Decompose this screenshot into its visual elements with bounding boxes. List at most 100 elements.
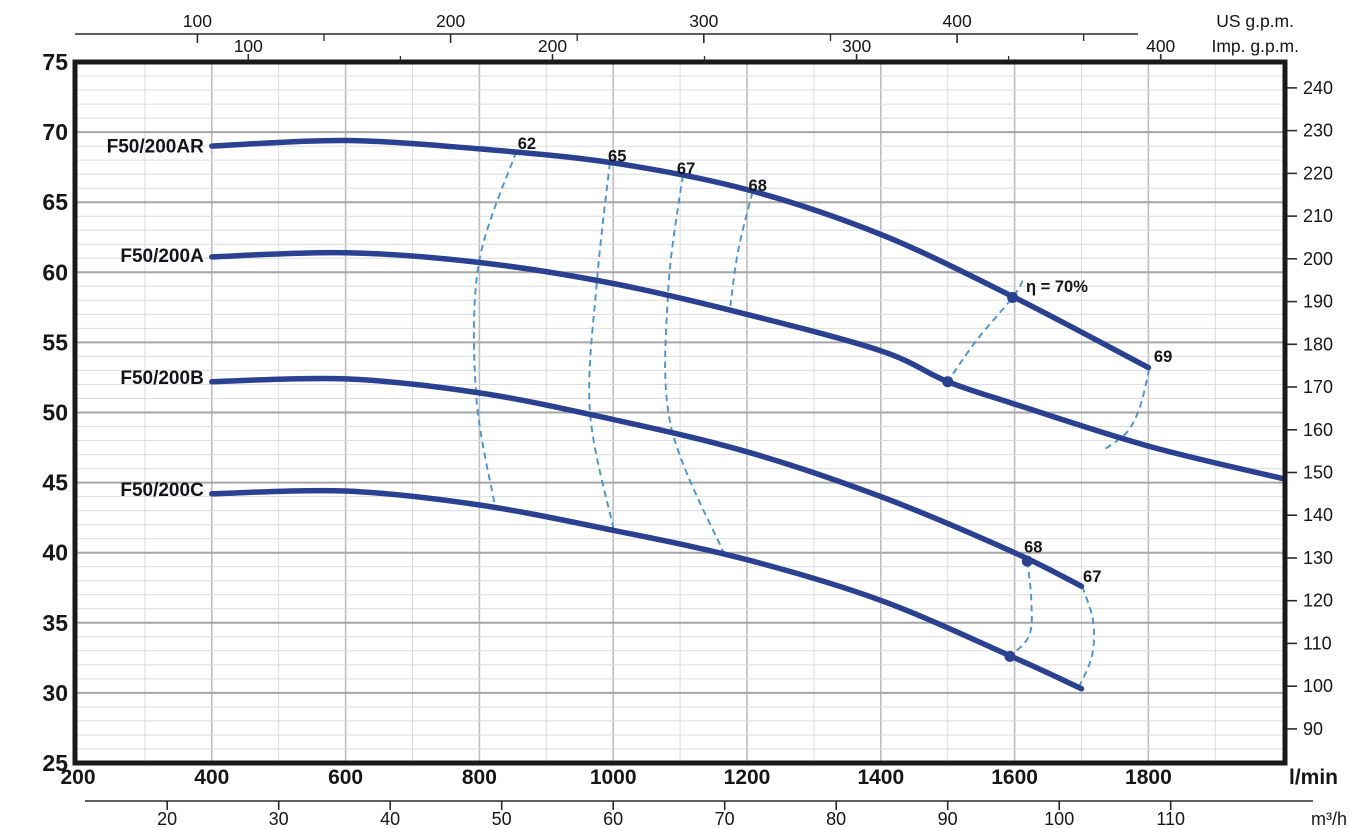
m3h-axis-title: m³/h [1311,809,1347,828]
lmin-tick-label: 1400 [857,766,904,789]
lmin-tick-label: 400 [194,766,229,789]
efficiency-value-labels: 62 65 67 68 η = 70% 69 68 67 [518,135,1173,586]
m3h-tick-label: 70 [715,809,735,828]
lmin-tick-label: 1000 [590,766,637,789]
efficiency-label-5: η = 70% [1026,278,1088,296]
head-m-tick-label: 45 [42,470,68,496]
flow-axis-lmin: 200 400 600 800 1000 1200 1400 1600 1800 l/min [60,766,1338,789]
head-m-tick-label: 75 [42,49,68,75]
lmin-tick-label: 1600 [991,766,1038,789]
efficiency-label-7: 68 [1024,539,1042,557]
plot-frame [72,59,1288,766]
head-ft-tick-label: 200 [1303,249,1333,269]
efficiency-line-6 [1102,368,1151,452]
efficiency-point-marker [1007,292,1019,303]
impgpm-tick-label: 400 [1146,36,1175,56]
head-m-tick-label: 40 [42,540,68,566]
curve-label-f50-200a: F50/200A [120,246,204,267]
flow-axis-usgpm: 100 200 300 400 US g.p.m. [75,11,1294,43]
m3h-tick-label: 110 [1156,809,1185,828]
efficiency-line-1 [472,151,518,506]
head-axis-ft: 240 230 220 210 200 190 180 170 160 150 140 130 120 1… [1287,78,1333,739]
m3h-tick-label: 30 [269,809,289,828]
head-m-tick-label: 50 [42,400,68,426]
curve-f50-200b [209,375,1085,590]
head-ft-tick-label: 220 [1303,163,1333,183]
lmin-tick-label: 600 [328,766,363,789]
efficiency-line-7 [1009,560,1033,658]
flow-axis-m3h: 20 30 40 50 60 70 80 90 100 110 m³/h [85,800,1347,828]
curve-label-f50-200b: F50/200B [120,368,203,389]
efficiency-markers [942,292,1033,662]
efficiency-label-4: 68 [749,177,767,195]
head-ft-tick-label: 230 [1303,121,1333,141]
impgpm-tick-label: 100 [234,36,263,56]
efficiency-line-2 [588,162,615,528]
flow-axis-impgpm: 100 200 300 400 Imp. g.p.m. [234,36,1299,62]
m3h-tick-label: 40 [380,809,400,828]
efficiency-point-marker [1021,555,1033,567]
curve-label-f50-200c: F50/200C [120,480,204,501]
head-m-tick-label: 55 [42,329,68,355]
efficiency-label-6: 69 [1154,348,1172,366]
impgpm-axis-title: Imp. g.p.m. [1211,36,1299,56]
curve-f50-200c [209,487,1085,692]
impgpm-tick-label: 200 [538,36,567,56]
head-axis-m: 75 70 65 60 55 50 45 40 35 30 25 [42,49,68,776]
head-ft-tick-label: 210 [1303,206,1333,226]
usgpm-axis-title: US g.p.m. [1216,11,1294,31]
lmin-tick-label: 800 [462,766,497,789]
m3h-tick-label: 60 [603,809,623,828]
lmin-tick-label: 200 [60,766,95,789]
head-m-tick-label: 30 [42,680,68,706]
usgpm-tick-label: 300 [689,11,718,31]
efficiency-label-1: 62 [518,135,536,153]
head-ft-tick-label: 120 [1303,591,1333,611]
m3h-tick-label: 50 [492,809,512,828]
head-ft-tick-label: 170 [1303,377,1333,397]
efficiency-line-3 [664,175,726,555]
lmin-tick-label: 1200 [724,766,771,789]
impgpm-tick-label: 300 [842,36,871,56]
efficiency-line-5 [946,280,1024,383]
m3h-tick-label: 90 [938,809,958,828]
head-ft-tick-label: 90 [1303,719,1323,739]
head-ft-tick-label: 150 [1303,463,1333,483]
pump-curves [209,137,1285,692]
m3h-tick-label: 20 [157,809,177,828]
curve-f50-200ar [209,137,1152,371]
curve-f50-200a [209,249,1285,482]
head-ft-tick-label: 180 [1303,334,1333,354]
lmin-tick-label: 1800 [1125,766,1172,789]
head-ft-tick-label: 110 [1303,633,1332,653]
head-m-tick-label: 25 [42,750,68,776]
usgpm-tick-label: 400 [942,11,971,31]
m3h-tick-label: 100 [1044,809,1074,828]
efficiency-label-3: 67 [677,160,695,178]
efficiency-label-8: 67 [1083,568,1101,586]
head-ft-tick-label: 130 [1303,548,1333,568]
head-ft-tick-label: 240 [1303,78,1333,98]
efficiency-point-marker [942,376,954,388]
gridlines [77,64,1283,761]
head-ft-tick-label: 190 [1303,292,1333,312]
head-m-tick-label: 65 [42,189,68,215]
head-ft-tick-label: 160 [1303,420,1333,440]
usgpm-tick-label: 200 [436,11,465,31]
head-ft-tick-label: 140 [1303,505,1333,525]
curve-name-labels: F50/200AR F50/200A F50/200B F50/200C [107,137,204,502]
efficiency-label-2: 65 [608,147,626,165]
efficiency-line-8 [1077,586,1095,688]
efficiency-lines [472,151,1151,688]
lmin-axis-title: l/min [1289,766,1338,789]
head-m-tick-label: 35 [42,610,68,636]
efficiency-point-marker [1004,650,1016,662]
m3h-tick-label: 80 [826,809,846,828]
usgpm-tick-label: 100 [183,11,212,31]
curve-label-f50-200ar: F50/200AR [107,137,204,158]
head-m-tick-label: 70 [42,119,68,145]
head-ft-tick-label: 100 [1303,676,1333,696]
head-m-tick-label: 60 [42,259,68,285]
